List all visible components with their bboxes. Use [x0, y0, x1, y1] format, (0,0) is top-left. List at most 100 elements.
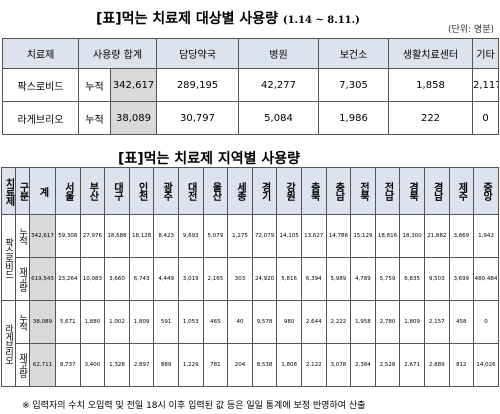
data-cell: 1,986	[318, 101, 389, 135]
data-cell: 2,384	[350, 343, 376, 387]
data-cell: 289,195	[156, 68, 239, 102]
unit: (단위: 명분)	[447, 25, 494, 35]
table-row: 라게브리오 누적 38,089 5,671 1,880 1,002 1,809 591 1,05…	[1, 300, 499, 387]
header-cell: 보건소	[318, 38, 389, 69]
data-cell: 23,264	[55, 257, 81, 301]
data-cell: 1,880	[79, 300, 106, 344]
data-cell: 21,882	[423, 214, 450, 258]
data-cell: 72,079	[251, 214, 278, 258]
data-cell: 7,305	[318, 68, 389, 102]
title: [표]먹는 치료제 대상별 사용량	[96, 11, 278, 27]
data-cell: 24,920	[251, 257, 278, 301]
data-cell: 3,660	[104, 257, 130, 301]
header-cell: 구분	[15, 167, 30, 215]
data-cell: 38,089	[28, 300, 57, 344]
data-cell: 465	[202, 300, 229, 344]
header-cell: 치료제	[1, 167, 16, 215]
table-row: 치료제 사용량 합계 담당약국 병원 보건소 생활치료센터 기타	[2, 38, 499, 69]
data-cell: 9,578	[251, 300, 278, 344]
drug-cell: 팍스로비드	[1, 214, 16, 301]
data-cell: 980	[276, 300, 302, 344]
data-cell: 38,089	[110, 101, 157, 135]
header-cell: 경남	[423, 167, 450, 215]
data-cell: 40	[227, 300, 253, 344]
data-cell: 1,942	[473, 214, 499, 258]
data-cell: 1,958	[350, 300, 376, 344]
data-cell: 2,780	[374, 300, 401, 344]
data-cell: 1,809	[128, 300, 155, 344]
header-cell: 충남	[325, 167, 352, 215]
data-cell: 3,078	[325, 343, 352, 387]
drug-cell: 라게브리오	[1, 300, 16, 387]
title-row: [표]먹는 치료제 대상별 사용량 (1.14 ~ 8.11.)	[96, 8, 360, 28]
table-row: 팍스로비드 누적 342,617 59,308 27,976 18,688 18,128 8,…	[1, 214, 499, 301]
data-cell: 342,617	[28, 214, 57, 258]
usage-by-target-table: 치료제 사용량 합계 담당약국 병원 보건소 생활치료센터 기타 팍스로비드 누적 342,617…	[2, 38, 499, 135]
data-cell: 6,394	[300, 257, 327, 301]
data-cell: 30,797	[156, 101, 239, 135]
header-cell: 계	[28, 167, 57, 215]
data-cell: 1,053	[177, 300, 204, 344]
usage-by-region-table: 치료제 구분 계 서울 부산 대구 인천 광주 대전 울산 세종 경기 강원 충북 충남 전북 전남 경북 경남 제주…	[1, 167, 499, 387]
data-cell: 18,816	[374, 214, 401, 258]
data-cell: 2,889	[423, 343, 450, 387]
header-cell: 제주	[448, 167, 475, 215]
data-cell: 3,400	[79, 343, 106, 387]
data-cell: 2,897	[128, 343, 155, 387]
header-cell: 중앙	[473, 167, 499, 215]
data-cell: 1,328	[104, 343, 130, 387]
data-cell: 781	[202, 343, 229, 387]
header-cell: 부산	[79, 167, 106, 215]
header-cell: 전북	[350, 167, 376, 215]
data-cell: 5,079	[202, 214, 229, 258]
title2: [표]먹는 치료제 지역별 사용량	[118, 151, 300, 167]
footnote: ※ 입력자의 수치 오입력 및 전일 18시 이후 입력된 값 등은 일일 통계…	[22, 401, 366, 411]
data-cell: 6,835	[399, 257, 425, 301]
header-cell: 경기	[251, 167, 278, 215]
header-cell: 사용량 합계	[78, 38, 157, 69]
data-cell: 4,789	[350, 257, 376, 301]
data-cell: 42,277	[238, 68, 319, 102]
data-cell: 1,002	[104, 300, 130, 344]
data-cell: 59,308	[55, 214, 81, 258]
header-cell: 인천	[128, 167, 155, 215]
data-cell: 2,644	[300, 300, 327, 344]
data-cell: 3,019	[177, 257, 204, 301]
data-cell: 222	[388, 101, 473, 135]
data-cell: 8,737	[55, 343, 81, 387]
kind-cell: 재고량	[15, 257, 30, 301]
data-cell: 누적	[78, 101, 111, 135]
data-cell: 2,157	[423, 300, 450, 344]
data-cell: 2,222	[325, 300, 352, 344]
data-cell: 18,128	[128, 214, 155, 258]
data-cell: 204	[227, 343, 253, 387]
data-cell: 5,759	[374, 257, 401, 301]
data-cell: 1,808	[276, 343, 302, 387]
data-cell: 6,743	[128, 257, 155, 301]
data-cell: 13,627	[300, 214, 327, 258]
table-row: 재고량 619,543 23,264 10,083 3,660 6,743 4,449 3,0…	[2, 257, 499, 301]
data-cell: 10,083	[79, 257, 106, 301]
header-cell: 강원	[276, 167, 302, 215]
table-row: 라게브리오 누적 38,089 30,797 5,084 1,986 222 0	[2, 101, 499, 135]
table-row: 치료제 구분 계 서울 부산 대구 인천 광주 대전 울산 세종 경기 강원 충북 충남 전북 전남 경북 경남 제주…	[1, 167, 499, 215]
header-cell: 충북	[300, 167, 327, 215]
header-cell: 치료제	[2, 38, 79, 69]
header-cell: 담당약국	[156, 38, 239, 69]
data-cell: 14,786	[325, 214, 352, 258]
period: (1.14 ~ 8.11.)	[282, 15, 360, 26]
data-cell: 18,300	[399, 214, 425, 258]
data-cell: 9,693	[177, 214, 204, 258]
data-cell: 2,117	[472, 68, 499, 102]
data-cell: 1,809	[399, 300, 425, 344]
data-cell: 15,129	[350, 214, 376, 258]
table-row: 팍스로비드 누적 342,617 289,195 42,277 7,305 1,858 2,1…	[2, 68, 499, 102]
data-cell: 2,671	[399, 343, 425, 387]
data-cell: 4,449	[153, 257, 179, 301]
header-cell: 병원	[238, 38, 319, 69]
data-cell: 889	[153, 343, 179, 387]
data-cell: 누적	[78, 68, 111, 102]
data-cell: 591	[153, 300, 179, 344]
data-cell: 0	[472, 101, 499, 135]
